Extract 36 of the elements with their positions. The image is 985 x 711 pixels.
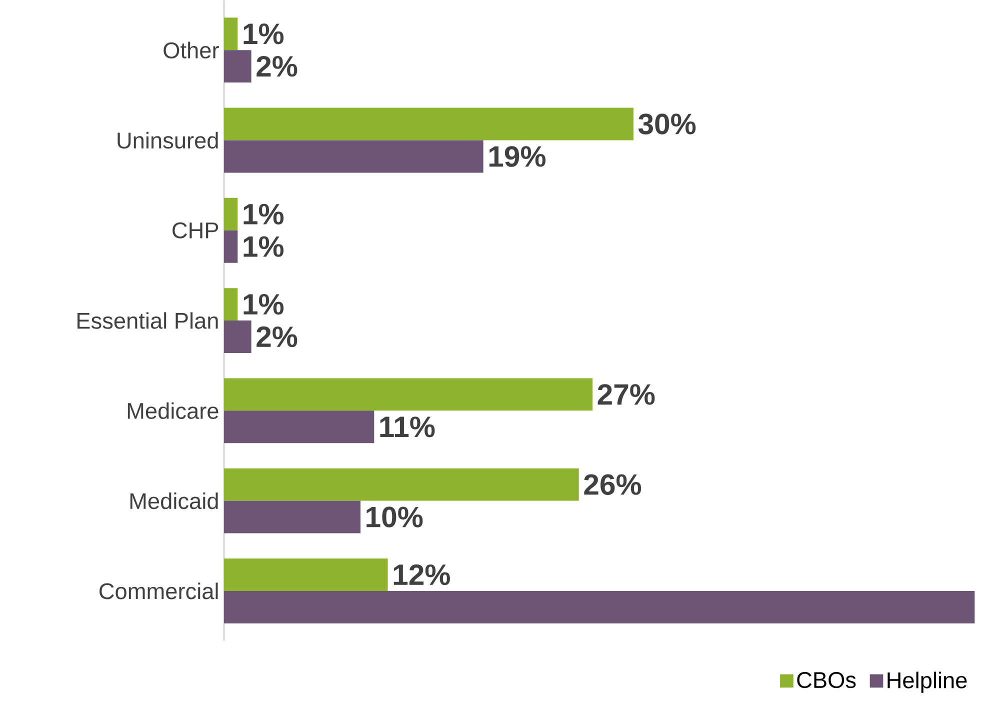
bar <box>224 108 634 140</box>
bar <box>224 140 484 173</box>
data-label: 27% <box>598 384 655 406</box>
bar <box>224 230 238 264</box>
bar <box>224 558 388 592</box>
data-label: 12% <box>394 564 450 586</box>
y-tick-label: Uninsured <box>118 132 218 149</box>
bar <box>224 501 360 534</box>
legend-label: Helpline <box>888 672 967 694</box>
data-label: 10% <box>366 506 423 528</box>
data-label: 2% <box>256 56 298 77</box>
y-tick-label: Commercial <box>100 582 218 600</box>
bar <box>224 198 238 231</box>
legend-label: CBOs <box>797 672 856 688</box>
data-label: 1% <box>244 204 284 225</box>
data-label: 2% <box>256 326 298 348</box>
bar <box>224 591 975 624</box>
data-label: 30% <box>638 114 696 135</box>
y-tick-label: Essential Plan <box>78 312 218 330</box>
data-label: 1% <box>244 294 284 315</box>
y-tick-label: Other <box>164 42 219 59</box>
bar <box>224 320 252 354</box>
data-label: 26% <box>584 474 642 496</box>
data-label: 19% <box>489 146 546 168</box>
data-label: 1% <box>244 236 284 258</box>
bar <box>224 410 374 444</box>
data-label: 1% <box>244 24 284 44</box>
y-tick-label: Medicare <box>128 402 218 420</box>
bar <box>224 18 238 50</box>
y-tick-label: CHP <box>172 222 218 239</box>
bar <box>224 468 579 502</box>
bar <box>224 378 593 411</box>
y-tick-label: Medicaid <box>130 492 218 510</box>
bar <box>224 288 238 321</box>
bar <box>224 50 252 83</box>
data-label: 11% <box>380 416 435 438</box>
